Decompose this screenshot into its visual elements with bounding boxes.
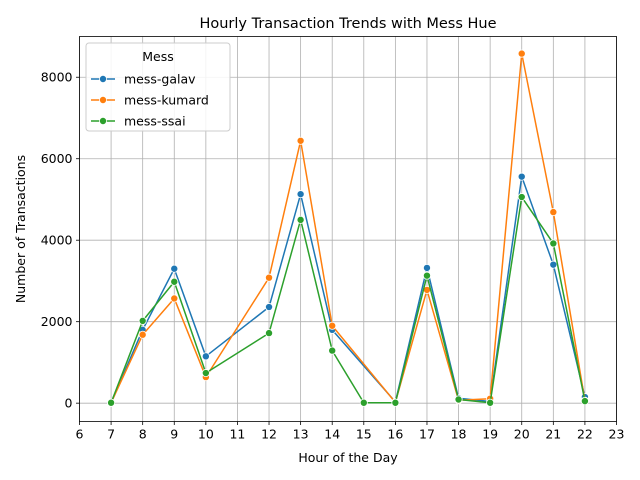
data-point-mess-kumard (517, 49, 526, 58)
x-tick-label: 15 (356, 427, 372, 442)
x-tick-label: 6 (76, 427, 84, 442)
data-point-mess-galav (422, 263, 431, 272)
axis-ticks: 6 7 8 9 10 11 12 13 14 15 16 17 18 19 20 21 22 23 0 2000 400… (41, 70, 625, 442)
x-tick-label: 13 (293, 427, 309, 442)
data-point-mess-ssai (454, 395, 463, 404)
data-point-mess-ssai (296, 215, 305, 224)
data-point-mess-ssai (549, 239, 558, 248)
legend-box (85, 42, 231, 132)
data-point-mess-ssai (328, 346, 337, 355)
x-tick-label: 14 (324, 427, 340, 442)
data-point-mess-kumard (296, 136, 305, 145)
data-point-mess-kumard (549, 208, 558, 217)
data-point-mess-ssai (138, 316, 147, 325)
data-point-mess-kumard (328, 321, 337, 330)
data-point-mess-galav (170, 264, 179, 273)
legend-marker-mess-kumard (99, 96, 108, 105)
series-line-mess-galav (110, 175, 586, 404)
y-tick-label: 2000 (41, 314, 73, 329)
legend-marker-mess-galav (99, 75, 108, 84)
legend-label-mess-galav: mess-galav (124, 72, 196, 87)
data-point-mess-ssai (359, 398, 368, 407)
x-tick-label: 11 (229, 427, 245, 442)
y-tick-label: 0 (65, 396, 73, 411)
data-point-mess-ssai (580, 397, 589, 406)
y-tick-label: 6000 (41, 151, 73, 166)
data-point-mess-galav (296, 190, 305, 199)
x-tick-label: 22 (577, 427, 593, 442)
x-tick-label: 18 (451, 427, 467, 442)
data-point-mess-galav (265, 303, 274, 312)
data-point-mess-ssai (517, 193, 526, 202)
data-point-mess-galav (549, 260, 558, 269)
y-tick-label: 8000 (41, 70, 73, 85)
x-tick-label: 20 (514, 427, 530, 442)
x-tick-label: 9 (170, 427, 178, 442)
x-tick-label: 23 (609, 427, 625, 442)
x-tick-label: 21 (545, 427, 561, 442)
x-tick-label: 12 (261, 427, 277, 442)
plot-area-frame (79, 36, 617, 422)
x-tick-label: 19 (482, 427, 498, 442)
y-axis-label: Number of Transactions (13, 155, 28, 303)
legend-marker-mess-ssai (99, 117, 108, 126)
data-point-mess-ssai (107, 398, 116, 407)
data-point-mess-kumard (138, 330, 147, 339)
x-axis-label: Hour of the Day (298, 450, 398, 465)
data-point-mess-ssai (486, 398, 495, 407)
data-point-mess-galav (517, 172, 526, 181)
legend-label-mess-ssai: mess-ssai (124, 114, 186, 129)
data-point-mess-kumard (170, 294, 179, 303)
chart-title: Hourly Transaction Trends with Mess Hue (199, 16, 496, 32)
data-point-mess-ssai (265, 329, 274, 338)
data-point-mess-kumard (265, 273, 274, 282)
data-point-mess-ssai (170, 277, 179, 286)
data-point-mess-ssai (422, 271, 431, 280)
x-tick-label: 7 (107, 427, 115, 442)
x-tick-label: 16 (387, 427, 403, 442)
data-point-mess-galav (201, 352, 210, 361)
series-line-mess-kumard (110, 52, 586, 404)
legend-label-mess-kumard: mess-kumard (124, 93, 209, 108)
data-point-mess-ssai (201, 369, 210, 378)
legend-title: Mess (142, 49, 174, 64)
y-tick-label: 4000 (41, 233, 73, 248)
data-point-mess-ssai (391, 398, 400, 407)
x-tick-label: 17 (419, 427, 435, 442)
x-tick-label: 8 (139, 427, 147, 442)
x-tick-label: 10 (198, 427, 214, 442)
legend: Mess mess-galav mess-kumard mess-ssai (85, 42, 231, 132)
series-lines (107, 49, 589, 407)
